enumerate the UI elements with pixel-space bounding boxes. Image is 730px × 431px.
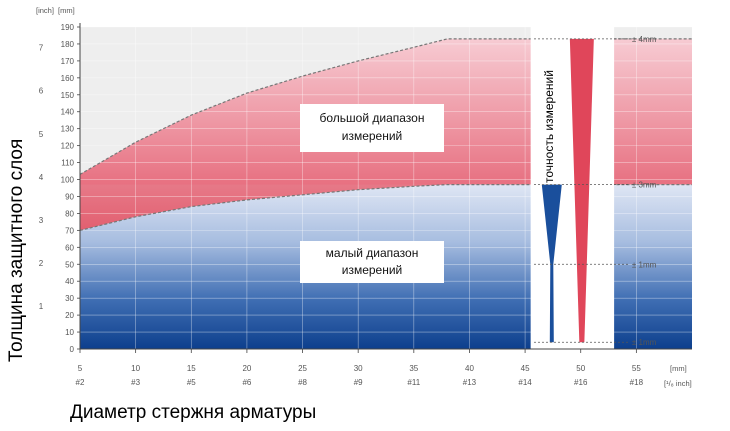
x-tick-label-rebar-10: #18 [630,378,644,387]
y-tick-label-mm-19: 190 [61,23,75,32]
y-tick-label-mm-17: 170 [61,57,75,66]
large-range-boundary [79,38,692,175]
x-tick-label-mm-8: 45 [521,364,530,373]
y-tick-label-mm-1: 10 [65,328,74,337]
y-tick-label-mm-5: 50 [65,260,74,269]
x-tick-label-rebar-0: #2 [76,378,85,387]
accuracy-label-3: ± 1mm [632,338,657,347]
x-tick-label-mm-5: 30 [354,364,363,373]
y-tick-label-mm-10: 100 [61,176,75,185]
x-tick-label-rebar-9: #16 [574,378,588,387]
y-tick-label-mm-7: 70 [65,226,74,235]
accuracy-label-2: ± 1mm [632,260,657,269]
y-tick-label-mm-14: 140 [61,108,75,117]
y-tick-label-mm-6: 60 [65,243,74,252]
y-tick-label-mm-3: 30 [65,294,74,303]
small-range-label-line2: измерений [342,263,403,277]
y-tick-label-mm-15: 150 [61,91,75,100]
y-tick-label-inch-5: 6 [39,87,44,96]
small-range-boundary [79,184,692,231]
x-tick-label-mm-3: 20 [242,364,251,373]
y-tick-label-inch-4: 5 [39,130,44,139]
accuracy-title: точность измерений [542,70,556,183]
x-unit-mm: [mm] [670,364,687,373]
big-range-label-line2: измерений [342,129,403,143]
y-tick-label-mm-4: 40 [65,277,74,286]
big-range-label-box [300,104,444,152]
small-range-label-box [300,241,444,283]
x-tick-label-rebar-2: #5 [187,378,196,387]
accuracy-label-0: ± 4mm [632,35,657,44]
x-tick-label-mm-2: 15 [187,364,196,373]
x-tick-label-rebar-5: #9 [354,378,363,387]
x-tick-label-rebar-8: #14 [518,378,532,387]
x-tick-label-rebar-3: #6 [242,378,251,387]
y-tick-label-mm-0: 0 [70,345,75,354]
y-tick-label-mm-8: 80 [65,209,74,218]
x-tick-label-rebar-7: #13 [463,378,477,387]
y-tick-label-mm-13: 130 [61,125,75,134]
x-axis-label: Диаметр стержня арматуры [70,402,316,423]
x-tick-label-mm-4: 25 [298,364,307,373]
y-axis-label: Толщина защитного слоя [6,139,27,362]
y-tick-label-inch-3: 4 [39,173,44,182]
x-tick-label-mm-10: 55 [632,364,641,373]
y-tick-label-mm-9: 90 [65,192,74,201]
y-tick-label-mm-18: 180 [61,40,75,49]
x-tick-label-mm-9: 50 [576,364,585,373]
x-tick-label-rebar-4: #8 [298,378,307,387]
y-tick-label-mm-11: 110 [61,159,74,168]
y-tick-label-inch-6: 7 [39,44,44,53]
x-tick-label-rebar-6: #11 [407,378,420,387]
x-tick-label-rebar-1: #3 [131,378,140,387]
y-tick-label-mm-16: 160 [61,74,75,83]
small-range-label-line1: малый диапазон [326,246,419,260]
y-unit-inch: [inch] [36,6,54,15]
x-unit-rebar: [¹/₈ inch] [664,379,692,388]
x-tick-label-mm-1: 10 [131,364,140,373]
big-range-label-line1: большой диапазон [320,111,425,125]
y-tick-label-inch-1: 2 [39,259,44,268]
x-tick-label-mm-7: 40 [465,364,474,373]
accuracy-label-1: ± 3mm [632,181,657,190]
y-tick-label-inch-2: 3 [39,216,44,225]
y-tick-label-mm-12: 120 [61,142,75,151]
small-range-accuracy-marker [541,184,562,343]
x-tick-label-mm-0: 5 [78,364,83,373]
y-tick-label-inch-0: 1 [39,302,44,311]
y-unit-mm: [mm] [58,6,75,15]
x-tick-label-mm-6: 35 [409,364,418,373]
y-tick-label-mm-2: 20 [65,311,74,320]
large-range-accuracy-marker [569,38,594,343]
